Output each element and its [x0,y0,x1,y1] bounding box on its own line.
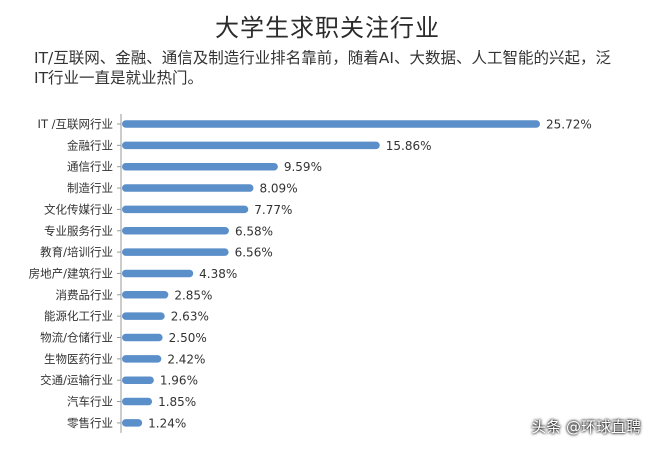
chart-title: 大学生求职关注行业 [215,14,440,42]
bar [122,141,380,150]
data-label: 8.09% [259,182,297,196]
category-label: 零售行业 [67,416,113,430]
category-label: 文化传媒行业 [44,202,113,216]
bar [122,269,194,278]
category-label: 生物医药行业 [44,352,113,366]
category-label: 汽车行业 [67,395,113,409]
data-label: 2.63% [171,310,209,324]
bar [122,205,249,214]
data-label: 9.59% [284,160,322,174]
watermark: 头条 @环球直聘 [531,418,641,436]
category-label: 专业服务行业 [44,224,113,238]
data-label: 1.85% [158,395,196,409]
category-label: 消费品行业 [56,288,114,302]
bar [122,162,278,171]
bar [122,333,163,342]
data-label: 2.50% [169,331,207,345]
category-label: 通信行业 [67,160,113,174]
bar [122,397,153,406]
data-label: 2.42% [167,352,205,366]
data-label: 1.24% [148,416,186,430]
bar [122,376,154,384]
bar [122,120,540,128]
category-label: 教育/培训行业 [40,245,113,259]
data-label: 25.72% [546,118,592,132]
category-label: 房地产/建筑行业 [29,266,113,280]
category-label: 制造行业 [67,181,113,195]
chart-subtitle: IT/互联网、金融、通信及制造行业排名靠前，随着AI、大数据、人工智能的兴起，泛… [34,49,611,87]
category-label: 物流/仓储行业 [40,331,113,345]
bar [122,291,169,299]
category-label: 交通/运输行业 [40,373,113,387]
bar [122,248,229,256]
data-label: 7.77% [254,203,292,217]
bar [122,419,143,427]
category-label: 金融行业 [67,138,113,152]
data-label: 15.86% [386,139,432,153]
bar [122,312,165,320]
data-label: 1.96% [160,374,198,388]
bar [122,355,162,363]
bar [122,184,254,192]
data-label: 4.38% [199,267,237,281]
bar [122,227,229,235]
data-label: 2.85% [174,288,212,302]
data-label: 6.56% [235,246,273,260]
category-label: IT /互联网行业 [38,117,113,131]
category-label: 能源化工行业 [44,309,113,323]
data-label: 6.58% [235,224,273,238]
